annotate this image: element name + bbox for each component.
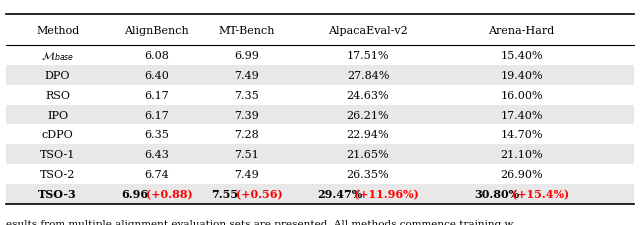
Text: 7.35: 7.35 (234, 90, 259, 100)
Text: 19.40%: 19.40% (500, 71, 543, 81)
Text: (+0.88): (+0.88) (146, 188, 193, 199)
Text: 6.35: 6.35 (145, 130, 169, 140)
Text: 26.21%: 26.21% (347, 110, 389, 120)
Text: (+11.96%): (+11.96%) (355, 188, 419, 199)
Text: DPO: DPO (45, 71, 70, 81)
Text: esults from multiple alignment evaluation sets are presented. All methods commen: esults from multiple alignment evaluatio… (6, 219, 514, 225)
Text: 21.65%: 21.65% (347, 149, 389, 159)
Text: 7.49: 7.49 (234, 71, 259, 81)
Text: 6.43: 6.43 (145, 149, 169, 159)
Text: 7.49: 7.49 (234, 169, 259, 179)
Bar (6, 184, 634, 204)
Bar (6, 105, 634, 125)
Text: 7.39: 7.39 (234, 110, 259, 120)
Text: 21.10%: 21.10% (500, 149, 543, 159)
Text: (+15.4%): (+15.4%) (512, 188, 569, 199)
Text: 24.63%: 24.63% (347, 90, 389, 100)
Text: Arena-Hard: Arena-Hard (488, 25, 555, 35)
Text: TSO-2: TSO-2 (40, 169, 76, 179)
Text: 30.80%: 30.80% (474, 188, 520, 199)
Text: 27.84%: 27.84% (347, 71, 389, 81)
Text: 7.51: 7.51 (234, 149, 259, 159)
Text: 7.28: 7.28 (234, 130, 259, 140)
Text: 6.17: 6.17 (145, 110, 169, 120)
Bar (6, 145, 634, 164)
Text: 6.99: 6.99 (234, 51, 259, 61)
Text: RSO: RSO (45, 90, 70, 100)
Text: cDPO: cDPO (42, 130, 74, 140)
Text: 16.00%: 16.00% (500, 90, 543, 100)
Text: 26.90%: 26.90% (500, 169, 543, 179)
Text: 6.08: 6.08 (145, 51, 169, 61)
Text: IPO: IPO (47, 110, 68, 120)
Text: 22.94%: 22.94% (347, 130, 389, 140)
Text: 17.40%: 17.40% (500, 110, 543, 120)
Text: AlignBench: AlignBench (124, 25, 189, 35)
Text: 6.17: 6.17 (145, 90, 169, 100)
Text: 7.55: 7.55 (211, 188, 238, 199)
Text: MT-Bench: MT-Bench (218, 25, 275, 35)
Text: $\mathcal{M}_{base}$: $\mathcal{M}_{base}$ (41, 50, 74, 62)
Text: 26.35%: 26.35% (347, 169, 389, 179)
Text: 29.47%: 29.47% (317, 188, 363, 199)
Text: (+0.56): (+0.56) (236, 188, 282, 199)
Text: 14.70%: 14.70% (500, 130, 543, 140)
Text: 15.40%: 15.40% (500, 51, 543, 61)
Text: TSO-1: TSO-1 (40, 149, 76, 159)
Text: Method: Method (36, 25, 79, 35)
Text: 6.40: 6.40 (145, 71, 169, 81)
Text: TSO-3: TSO-3 (38, 188, 77, 199)
Text: 6.96: 6.96 (122, 188, 148, 199)
Bar (6, 66, 634, 86)
Text: 17.51%: 17.51% (347, 51, 389, 61)
Text: AlpacaEval-v2: AlpacaEval-v2 (328, 25, 408, 35)
Text: 6.74: 6.74 (145, 169, 169, 179)
